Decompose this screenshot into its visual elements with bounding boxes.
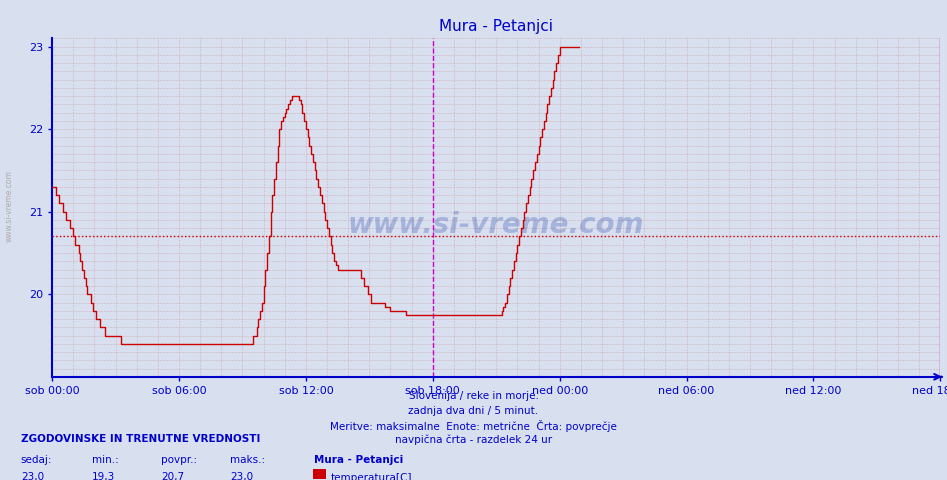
Text: 23,0: 23,0 xyxy=(21,472,44,480)
Text: ZGODOVINSKE IN TRENUTNE VREDNOSTI: ZGODOVINSKE IN TRENUTNE VREDNOSTI xyxy=(21,434,260,444)
Text: www.si-vreme.com: www.si-vreme.com xyxy=(348,211,645,239)
Text: zadnja dva dni / 5 minut.: zadnja dva dni / 5 minut. xyxy=(408,406,539,416)
Text: www.si-vreme.com: www.si-vreme.com xyxy=(5,170,14,242)
Text: temperatura[C]: temperatura[C] xyxy=(331,473,412,480)
Title: Mura - Petanjci: Mura - Petanjci xyxy=(439,20,553,35)
Text: Mura - Petanjci: Mura - Petanjci xyxy=(314,455,403,465)
Text: 23,0: 23,0 xyxy=(230,472,253,480)
Text: navpična črta - razdelek 24 ur: navpična črta - razdelek 24 ur xyxy=(395,434,552,445)
Text: maks.:: maks.: xyxy=(230,455,265,465)
Text: sedaj:: sedaj: xyxy=(21,455,52,465)
Text: povpr.:: povpr.: xyxy=(161,455,197,465)
Text: Meritve: maksimalne  Enote: metrične  Črta: povprečje: Meritve: maksimalne Enote: metrične Črta… xyxy=(331,420,616,432)
Text: 19,3: 19,3 xyxy=(92,472,116,480)
Text: 20,7: 20,7 xyxy=(161,472,184,480)
Text: min.:: min.: xyxy=(92,455,118,465)
Text: Slovenija / reke in morje.: Slovenija / reke in morje. xyxy=(408,391,539,401)
